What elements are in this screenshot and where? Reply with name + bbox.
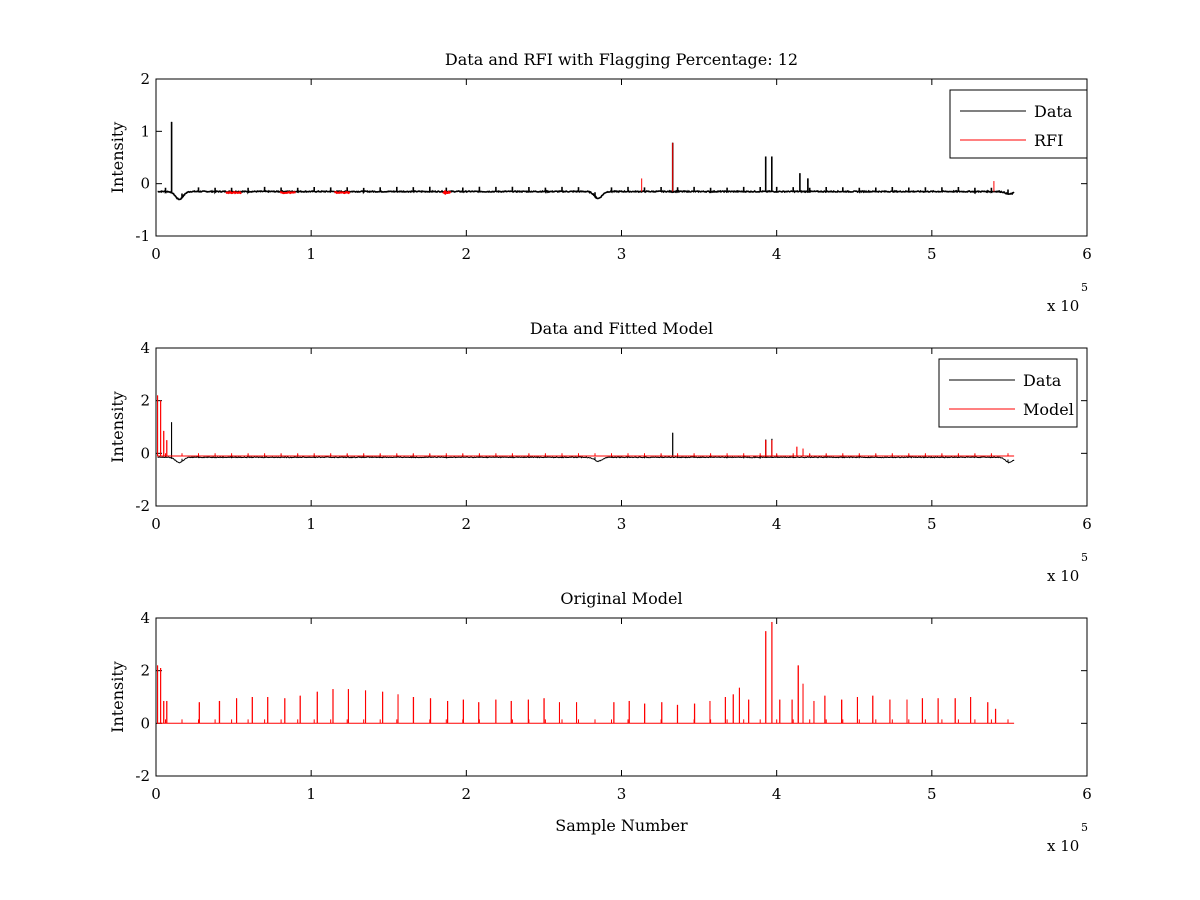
y-tick-label: 0 <box>140 444 150 462</box>
rfi-segment <box>334 190 351 195</box>
legend-box <box>949 89 1088 159</box>
x-tick-label: 4 <box>772 245 782 263</box>
y-axis-label: Intensity <box>108 661 127 733</box>
x-exponent-power: 5 <box>1081 821 1088 834</box>
x-tick-label: 1 <box>306 245 316 263</box>
y-tick-label: -1 <box>135 227 150 245</box>
y-axis-label: Intensity <box>108 391 127 463</box>
y-tick-label: 4 <box>140 609 150 627</box>
x-exponent-power: 5 <box>1081 281 1088 294</box>
y-axis-label: Intensity <box>108 122 127 194</box>
rfi-segment <box>442 189 452 196</box>
x-tick-label: 5 <box>927 245 937 263</box>
x-tick-label: 3 <box>617 245 627 263</box>
y-tick-label: 2 <box>140 662 150 680</box>
y-tick-label: 2 <box>140 392 150 410</box>
legend: Data RFI <box>949 89 1088 159</box>
x-exponent-label: x 10 <box>1047 297 1079 315</box>
x-axis-label: Sample Number <box>555 816 688 835</box>
rfi-segment <box>225 190 242 195</box>
x-tick-label: 6 <box>1082 785 1092 803</box>
x-tick-label: 5 <box>927 515 937 533</box>
series-line-model <box>157 622 1015 724</box>
y-tick-label: 4 <box>140 339 150 357</box>
x-tick-label: 6 <box>1082 245 1092 263</box>
series-line-data <box>157 121 1015 201</box>
plot-area <box>155 78 1088 237</box>
x-tick-label: 0 <box>151 785 161 803</box>
x-exponent-label: x 10 <box>1047 837 1079 855</box>
y-tick-label: 1 <box>140 122 150 140</box>
x-tick-label: 2 <box>462 785 472 803</box>
y-tick-label: -2 <box>135 767 150 785</box>
legend-entry-label: Data <box>1023 371 1062 390</box>
y-tick-label: 0 <box>140 175 150 193</box>
legend: Data Model <box>938 358 1078 428</box>
x-tick-label: 2 <box>462 245 472 263</box>
series-line-model <box>157 395 1015 457</box>
x-tick-label: 0 <box>151 245 161 263</box>
legend-entry-label: Model <box>1023 400 1074 419</box>
series-group <box>157 121 1015 201</box>
plot-area <box>155 347 1088 507</box>
x-tick-label: 4 <box>772 515 782 533</box>
y-tick-label: -2 <box>135 497 150 515</box>
series-group <box>157 621 1015 724</box>
rfi-segment <box>279 191 296 195</box>
x-tick-label: 6 <box>1082 515 1092 533</box>
subplot-title: Data and Fitted Model <box>530 319 713 338</box>
x-tick-label: 3 <box>617 515 627 533</box>
x-tick-label: 4 <box>772 785 782 803</box>
x-tick-label: 5 <box>927 785 937 803</box>
plot-area <box>155 617 1088 777</box>
legend-entry-label: Data <box>1034 102 1073 121</box>
x-tick-label: 1 <box>306 515 316 533</box>
legend-entry-label: RFI <box>1034 131 1063 150</box>
x-tick-label: 0 <box>151 515 161 533</box>
x-tick-label: 3 <box>617 785 627 803</box>
legend-box <box>938 358 1078 428</box>
y-tick-label: 2 <box>140 70 150 88</box>
x-exponent-power: 5 <box>1081 551 1088 564</box>
series-group <box>157 395 1015 464</box>
x-exponent-label: x 10 <box>1047 567 1079 585</box>
subplot-title: Data and RFI with Flagging Percentage: 1… <box>445 50 798 69</box>
y-tick-label: 0 <box>140 714 150 732</box>
subplot-title: Original Model <box>560 589 682 608</box>
x-tick-label: 2 <box>462 515 472 533</box>
x-tick-label: 1 <box>306 785 316 803</box>
series-line-data <box>157 422 1015 464</box>
